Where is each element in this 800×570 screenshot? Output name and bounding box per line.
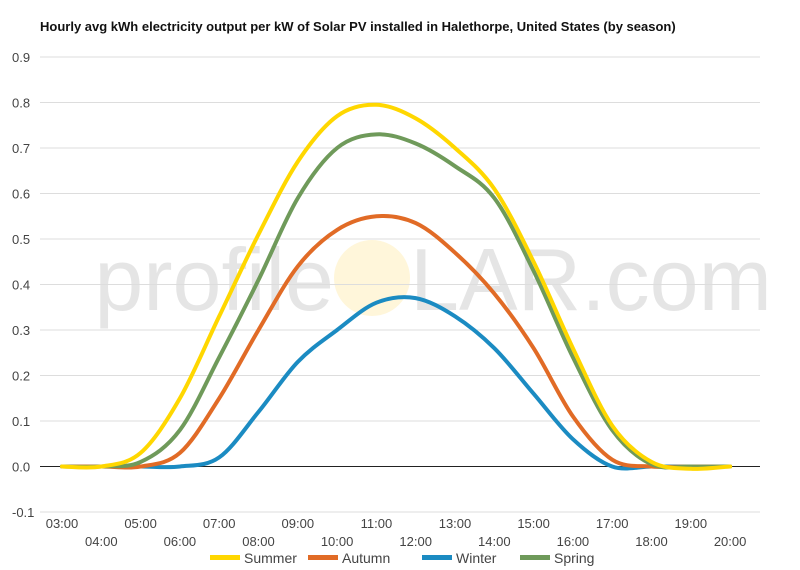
y-tick-label: 0.1 bbox=[12, 414, 30, 429]
chart-title: Hourly avg kWh electricity output per kW… bbox=[40, 19, 676, 34]
series-line-summer bbox=[60, 102, 733, 471]
legend-swatch-spring bbox=[520, 555, 550, 560]
series-lines bbox=[60, 102, 733, 471]
x-axis: 03:00 04:00 05:00 06:00 07:00 08:00 09:00 10:00… bbox=[46, 516, 747, 549]
x-tick-label: 17:00 bbox=[596, 516, 629, 531]
x-tick-label: 11:00 bbox=[361, 516, 393, 531]
legend-label-winter: Winter bbox=[456, 550, 497, 566]
legend: Summer Autumn Winter Spring bbox=[210, 550, 594, 566]
x-tick-label: 13:00 bbox=[439, 516, 472, 531]
x-tick-label: 04:00 bbox=[85, 534, 118, 549]
x-tick-label: 14:00 bbox=[478, 534, 511, 549]
watermark-text-right: LAR.com bbox=[410, 230, 772, 329]
y-tick-label: 0.9 bbox=[12, 50, 30, 65]
watermark: profile LAR.com bbox=[94, 230, 772, 329]
legend-label-spring: Spring bbox=[554, 550, 594, 566]
x-tick-label: 07:00 bbox=[203, 516, 236, 531]
series-line-winter bbox=[60, 295, 733, 471]
x-tick-label: 19:00 bbox=[675, 516, 708, 531]
x-tick-label: 20:00 bbox=[714, 534, 747, 549]
legend-label-summer: Summer bbox=[244, 550, 297, 566]
watermark-text-left: profile bbox=[94, 230, 334, 329]
x-tick-label: 03:00 bbox=[46, 516, 79, 531]
y-tick-label: 0.0 bbox=[12, 460, 30, 475]
y-tick-label: 0.8 bbox=[12, 96, 30, 111]
x-tick-label: 15:00 bbox=[517, 516, 550, 531]
x-tick-label: 16:00 bbox=[557, 534, 590, 549]
series-line-autumn bbox=[60, 213, 733, 470]
x-tick-label: 09:00 bbox=[282, 516, 315, 531]
legend-swatch-autumn bbox=[308, 555, 338, 560]
legend-label-autumn: Autumn bbox=[342, 550, 390, 566]
x-tick-label: 18:00 bbox=[635, 534, 668, 549]
x-tick-label: 06:00 bbox=[164, 534, 197, 549]
legend-swatch-winter bbox=[422, 555, 452, 560]
y-tick-label: 0.3 bbox=[12, 323, 30, 338]
x-tick-label: 05:00 bbox=[124, 516, 157, 531]
x-tick-label: 12:00 bbox=[399, 534, 432, 549]
y-tick-label: -0.1 bbox=[12, 505, 34, 520]
legend-swatch-summer bbox=[210, 555, 240, 560]
series-line-spring bbox=[60, 132, 733, 470]
y-tick-label: 0.6 bbox=[12, 187, 30, 202]
y-tick-label: 0.4 bbox=[12, 278, 30, 293]
x-tick-label: 10:00 bbox=[321, 534, 354, 549]
y-tick-label: 0.5 bbox=[12, 232, 30, 247]
y-tick-label: 0.2 bbox=[12, 369, 30, 384]
y-tick-label: 0.7 bbox=[12, 141, 30, 156]
y-axis: -0.1 0.0 0.1 0.2 0.3 0.4 0.5 0.6 0.7 0.8 0.9 bbox=[12, 50, 34, 520]
x-tick-label: 08:00 bbox=[242, 534, 275, 549]
